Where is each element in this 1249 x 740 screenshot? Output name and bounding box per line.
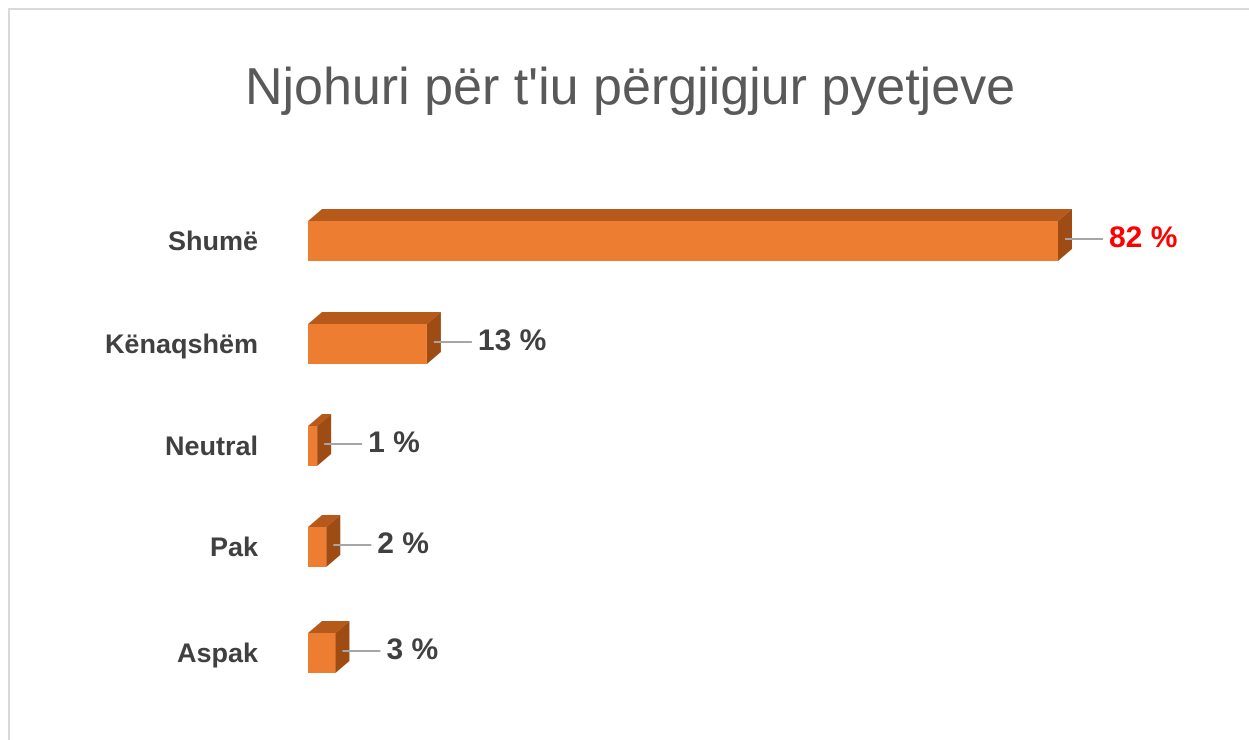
- data-label: 13 %: [478, 324, 546, 357]
- chart-frame: [8, 8, 1249, 740]
- bar-top: [308, 312, 441, 324]
- bar-top: [308, 209, 1072, 221]
- bar-side: [326, 515, 341, 567]
- y-tick-label: Pak: [210, 532, 259, 562]
- bar: [308, 324, 427, 364]
- data-label: 1 %: [368, 426, 420, 459]
- data-label: 3 %: [386, 633, 438, 666]
- y-tick-label: Aspak: [177, 638, 259, 668]
- data-label: 2 %: [377, 527, 429, 560]
- bar-side: [317, 414, 332, 466]
- bar-side: [1058, 209, 1072, 261]
- bar-top: [308, 621, 350, 633]
- chart-title: Njohuri për t'iu përgjigjur pyetjeve: [244, 58, 1016, 116]
- bar: [308, 527, 327, 567]
- bar: [308, 426, 318, 466]
- bar-side: [335, 621, 350, 673]
- data-label: 82 %: [1109, 221, 1177, 254]
- bar-side: [426, 312, 441, 364]
- bar: [308, 633, 336, 673]
- bar-top: [308, 414, 332, 426]
- bar-top: [308, 515, 341, 527]
- y-tick-label: Shumë: [168, 226, 258, 256]
- y-tick-label: Kënaqshëm: [105, 329, 258, 359]
- bar: [308, 221, 1058, 261]
- y-tick-label: Neutral: [165, 431, 258, 461]
